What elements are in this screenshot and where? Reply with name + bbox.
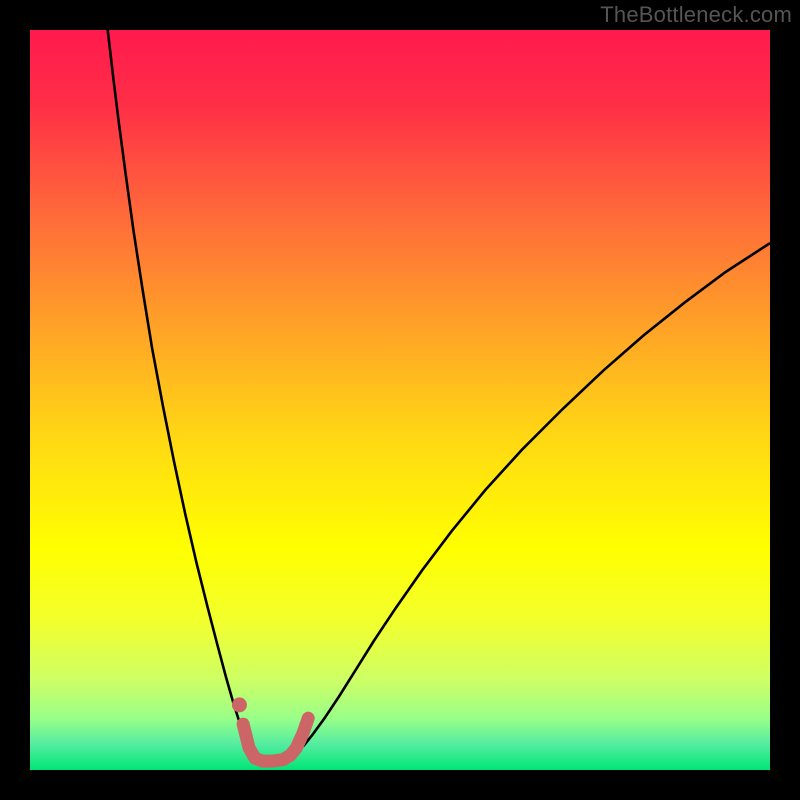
chart-container: { "watermark": { "text": "TheBottleneck.… [0, 0, 800, 800]
watermark-text: TheBottleneck.com [600, 2, 792, 28]
bottleneck-chart [0, 0, 800, 800]
bottleneck-highlight-dot [232, 697, 247, 712]
plot-background [30, 30, 770, 770]
